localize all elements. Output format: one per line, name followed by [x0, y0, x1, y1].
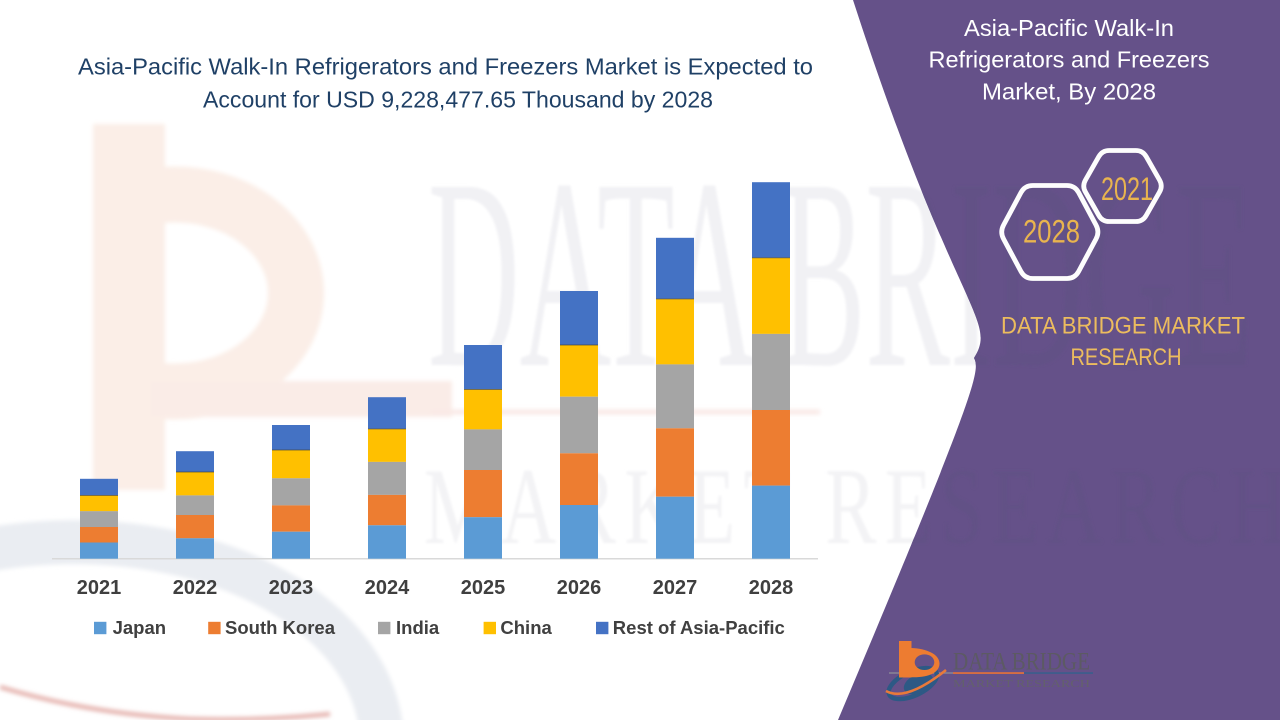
svg-text:2022: 2022 — [173, 577, 218, 599]
svg-text:2021: 2021 — [1101, 171, 1153, 207]
svg-text:Refrigerators and Freezers: Refrigerators and Freezers — [929, 47, 1210, 73]
svg-text:China: China — [500, 617, 552, 638]
svg-text:Account for USD 9,228,477.65 T: Account for USD 9,228,477.65 Thousand by… — [203, 86, 713, 112]
svg-text:India: India — [396, 617, 440, 638]
svg-text:Rest of Asia-Pacific: Rest of Asia-Pacific — [613, 617, 785, 638]
svg-text:DATA BRIDGE MARKET: DATA BRIDGE MARKET — [1001, 312, 1245, 339]
svg-text:Asia-Pacific Walk-In: Asia-Pacific Walk-In — [964, 15, 1174, 41]
svg-text:Japan: Japan — [113, 617, 166, 638]
svg-text:2021: 2021 — [77, 577, 122, 599]
svg-text:2028: 2028 — [749, 577, 794, 599]
svg-text:South Korea: South Korea — [225, 617, 336, 638]
svg-text:2023: 2023 — [269, 577, 314, 599]
svg-text:RESEARCH: RESEARCH — [1071, 344, 1182, 371]
svg-text:DATA BRIDGE: DATA BRIDGE — [953, 649, 1090, 676]
svg-text:2027: 2027 — [653, 577, 698, 599]
svg-text:2024: 2024 — [365, 577, 410, 599]
svg-text:MARKET RESEARCH: MARKET RESEARCH — [953, 679, 1091, 690]
svg-text:Asia-Pacific Walk-In Refrigera: Asia-Pacific Walk-In Refrigerators and F… — [78, 53, 813, 79]
svg-text:2026: 2026 — [557, 577, 602, 599]
svg-text:Market, By 2028: Market, By 2028 — [982, 79, 1156, 105]
svg-text:2025: 2025 — [461, 577, 506, 599]
svg-text:2028: 2028 — [1023, 213, 1080, 249]
